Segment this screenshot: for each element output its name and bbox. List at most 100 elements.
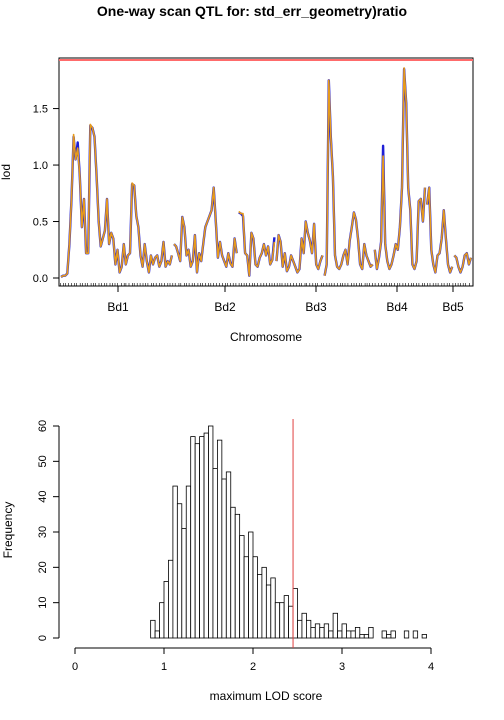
lod-series-line [374,67,426,270]
histogram-y-axis: 0 10 20 30 40 50 60 [37,420,60,641]
histogram-bar [163,581,169,639]
histogram-bar [257,574,263,639]
lod-series-line [238,210,276,277]
histogram-y-tick-label: 60 [37,420,49,432]
histogram-y-tick-label: 50 [37,455,49,467]
histogram-bar [337,630,343,639]
histogram-bar [212,467,218,639]
histogram-bar [221,478,227,639]
histogram-bar [270,577,276,639]
histogram-bar [386,634,392,639]
histogram-bar [203,432,209,639]
histogram-x-tick-label: 0 [72,661,78,673]
chromosome-label: Bd3 [305,300,327,314]
histogram-bar [243,556,249,639]
lod-series [60,67,473,278]
histogram-bar [310,627,316,639]
figure-title: One-way scan QTL for: std_err_geometry)r… [97,3,407,19]
histogram-x-axis: 0 1 2 3 4 [72,647,434,673]
histogram-bar [154,630,160,639]
histogram-bar [297,619,303,639]
histogram-bar [390,630,396,639]
histogram-bar [346,630,352,639]
histogram-x-tick-label: 1 [161,661,167,673]
histogram-bar [403,630,410,639]
histogram-bar [185,485,192,639]
histogram-x-tick-label: 3 [339,661,345,673]
histogram-bar [301,612,307,639]
histogram-y-tick-label: 40 [37,491,49,503]
lod-x-label: Chromosome [230,330,302,344]
chromosome-label: Bd2 [214,300,236,314]
histogram-panel: 0 10 20 30 40 50 60 0 1 2 3 4 Frequency maximum LO… [1,419,434,703]
histogram-bar [261,566,267,639]
lod-series-line [173,186,238,274]
histogram-y-tick-label: 0 [37,635,49,641]
histogram-bar [279,602,285,639]
histogram-bar [194,443,200,639]
histogram-bar [168,559,174,639]
histogram-bar [354,627,361,639]
histogram-bar [323,623,330,639]
histogram-bar [190,436,196,639]
histogram-x-tick-label: 2 [250,661,256,673]
histogram-bar [314,623,321,639]
histogram-bar [208,425,214,639]
histogram-bar [305,619,312,639]
histogram-y-tick-label: 10 [37,597,49,609]
chromosome-labels: Bd1 Bd2 Bd3 Bd4 Bd5 [107,286,464,314]
histogram-bar [199,436,205,639]
histogram-y-tick-label: 30 [37,526,49,538]
histogram-bars [150,425,427,639]
lod-y-tick-label: 0.5 [33,217,48,229]
histogram-bar [288,605,294,639]
marker-rug [60,283,470,286]
histogram-bar [283,595,289,639]
histogram-bar [381,630,387,639]
histogram-bar [265,584,272,639]
lod-y-label: lod [0,164,13,180]
histogram-bar [181,528,187,639]
histogram-y-tick-label: 20 [37,561,49,573]
histogram-bar [252,556,258,639]
lod-series-line [275,220,324,274]
histogram-x-label: maximum LOD score [210,689,323,703]
histogram-bar [328,630,334,639]
lod-y-axis: 0.0 0.5 1.0 1.5 [33,104,60,285]
lod-series-line [453,252,472,274]
histogram-bar [332,612,338,639]
histogram-bar [363,634,370,639]
chromosome-label: Bd1 [107,300,129,314]
histogram-bar [176,503,183,639]
histogram-bar [150,619,156,639]
lod-series-line [426,186,453,274]
lod-y-tick-label: 1.5 [33,104,48,116]
histogram-bar [230,506,236,639]
lod-series-line [60,123,173,278]
lod-scan-panel: 0.0 0.5 1.0 1.5 Bd1 Bd2 Bd3 Bd4 Bd5 lod Chromos… [0,57,474,344]
histogram-bar [421,634,427,639]
histogram-x-tick-label: 4 [428,661,434,673]
histogram-bar [234,513,241,639]
histogram-bar [216,439,223,639]
histogram-bar [359,634,365,639]
histogram-y-label: Frequency [1,502,15,559]
chromosome-label: Bd5 [442,300,464,314]
lod-y-tick-label: 1.0 [33,160,48,172]
histogram-bar [248,531,254,639]
histogram-bar [159,602,165,639]
histogram-bar [368,627,374,639]
histogram-bar [412,630,419,639]
histogram-bar [274,602,281,639]
chromosome-label: Bd4 [386,300,408,314]
histogram-bar [225,471,232,639]
histogram-bar [319,627,325,639]
histogram-bar [172,485,178,639]
histogram-bar [239,535,245,639]
histogram-bar [292,588,298,639]
lod-y-tick-label: 0.0 [33,273,48,285]
histogram-bar [341,623,347,639]
histogram-bar [350,630,356,639]
lod-series-line [323,79,374,276]
